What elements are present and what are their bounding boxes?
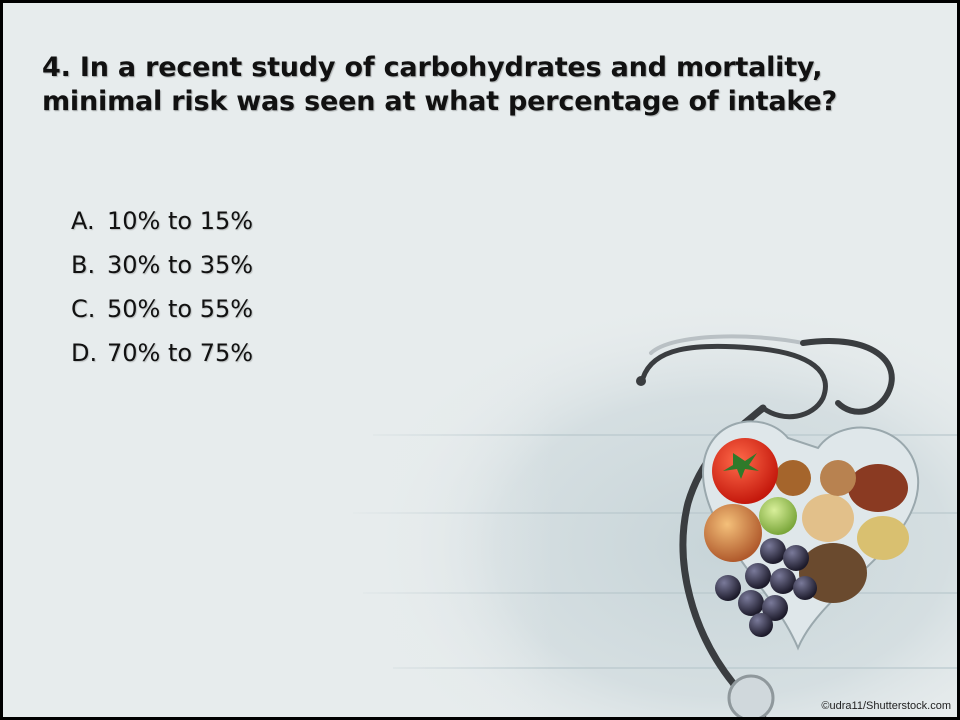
- question-text: 4. In a recent study of carbohydrates an…: [42, 52, 838, 117]
- answer-option-a[interactable]: A. 10% to 15%: [71, 199, 253, 243]
- image-credit: ©udra11/Shutterstock.com: [821, 700, 951, 712]
- stethoscope-heart-food-icon: [333, 303, 957, 717]
- answer-list: A. 10% to 15% B. 30% to 35% C. 50% to 55…: [71, 199, 253, 375]
- answer-letter: B.: [71, 251, 96, 279]
- slide: 4. In a recent study of carbohydrates an…: [3, 3, 957, 717]
- answer-text: 30% to 35%: [107, 251, 254, 279]
- answer-option-b[interactable]: B. 30% to 35%: [71, 243, 253, 287]
- answer-text: 10% to 15%: [107, 207, 254, 235]
- answer-option-c[interactable]: C. 50% to 55%: [71, 287, 253, 331]
- answer-option-d[interactable]: D. 70% to 75%: [71, 331, 253, 375]
- answer-text: 50% to 55%: [107, 295, 254, 323]
- answer-letter: D.: [71, 339, 98, 367]
- answer-text: 70% to 75%: [107, 339, 254, 367]
- answer-letter: A.: [71, 207, 95, 235]
- answer-letter: C.: [71, 295, 96, 323]
